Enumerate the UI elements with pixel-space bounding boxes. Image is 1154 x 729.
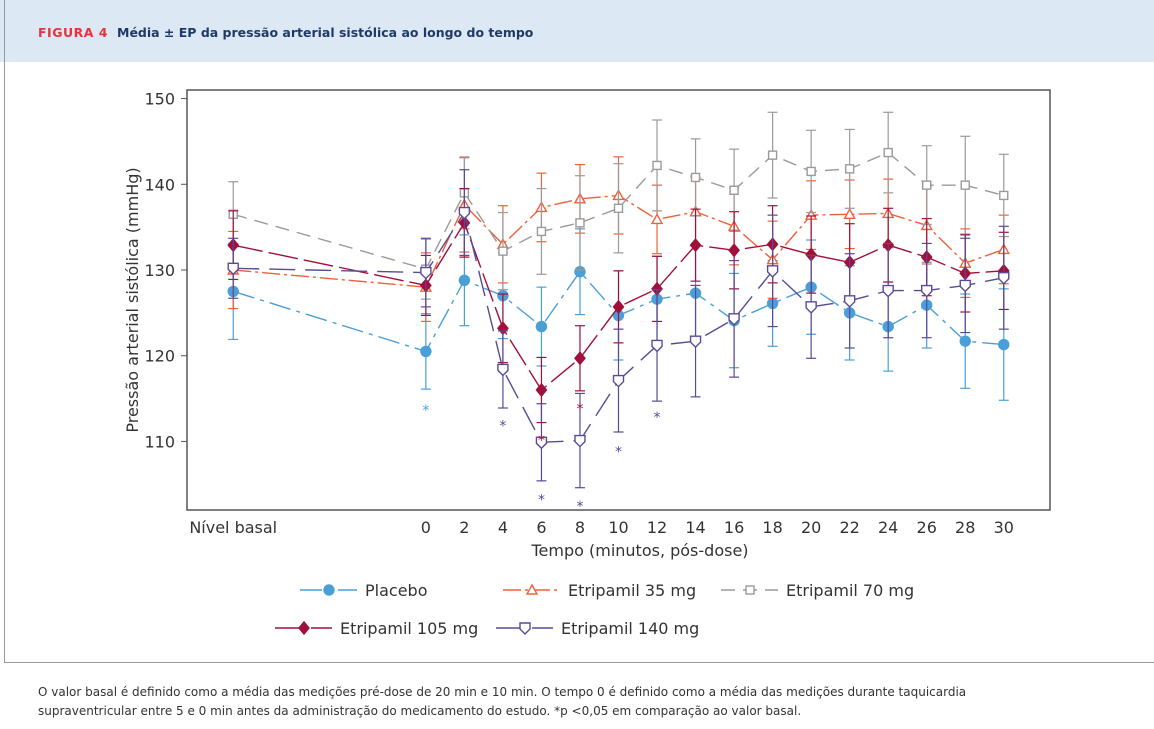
x-tick-label: 30 [994, 518, 1014, 537]
legend-marker [745, 585, 755, 595]
marker [959, 279, 971, 293]
x-tick-label: 0 [421, 518, 431, 537]
significance-mark: * [538, 433, 545, 449]
x-tick-label: 20 [801, 518, 821, 537]
significance-mark: * [576, 499, 583, 515]
marker [574, 351, 586, 366]
y-tick-label: 110 [144, 432, 175, 451]
marker [535, 382, 548, 398]
legend-label: Placebo [365, 581, 427, 600]
figure-label: FIGURA 4 [38, 25, 108, 40]
marker [729, 185, 739, 195]
marker [728, 313, 740, 326]
header: FIGURA 4 Média ± EP da pressão arterial … [0, 0, 1154, 62]
x-tick-label: 26 [917, 518, 937, 537]
marker [420, 266, 432, 280]
marker [689, 238, 702, 253]
marker [497, 363, 509, 377]
y-axis-title: Pressão arterial sistólica (mmHg) [123, 167, 142, 432]
legend-label: Etripamil 70 mg [786, 581, 914, 600]
y-tick-label: 120 [144, 347, 175, 366]
marker [999, 190, 1009, 201]
x-tick-label: 4 [498, 518, 508, 537]
marker [458, 206, 471, 220]
marker [652, 160, 662, 171]
marker [458, 274, 471, 286]
x-tick-label: 18 [762, 518, 782, 537]
x-tick-label: 16 [724, 518, 744, 537]
marker [227, 262, 239, 276]
significance-mark: * [654, 410, 661, 426]
marker [960, 180, 970, 190]
legend-marker [323, 584, 335, 596]
marker [612, 374, 625, 388]
marker [612, 299, 625, 314]
x-tick-label: 10 [608, 518, 628, 537]
significance-mark: * [538, 492, 545, 508]
x-tick-label: 22 [839, 518, 859, 537]
marker [728, 243, 740, 258]
legend-label: Etripamil 105 mg [340, 619, 478, 638]
marker [883, 147, 893, 158]
marker [535, 436, 548, 450]
x-tick-label: 24 [878, 518, 898, 537]
marker [650, 212, 664, 225]
x-tick-label: 6 [536, 518, 546, 537]
x-tick-label: 28 [955, 518, 975, 537]
plot-frame [186, 89, 1051, 511]
marker [575, 218, 585, 228]
marker [844, 164, 855, 174]
panel-border [4, 0, 1154, 663]
marker [882, 284, 894, 298]
legend-marker [525, 583, 539, 595]
marker [536, 226, 547, 237]
marker [420, 345, 432, 358]
significance-mark: * [576, 401, 583, 417]
y-tick-label: 140 [144, 175, 175, 194]
marker [921, 284, 933, 298]
marker [498, 246, 508, 256]
marker [613, 203, 624, 213]
marker [806, 166, 816, 177]
marker [843, 295, 856, 308]
significance-mark: * [422, 403, 429, 419]
legend-marker [298, 620, 310, 636]
marker [535, 320, 548, 333]
legend-marker [519, 622, 531, 635]
marker [998, 338, 1010, 351]
x-tick-label: 14 [685, 518, 705, 537]
marker [805, 301, 817, 314]
x-tick-label: 12 [647, 518, 667, 537]
significance-mark: * [499, 419, 506, 435]
significance-mark: * [615, 444, 622, 460]
y-tick-label: 130 [144, 261, 175, 280]
legend-label: Etripamil 140 mg [561, 619, 699, 638]
x-axis-title: Tempo (minutos, pós-dose) [530, 541, 748, 560]
marker [959, 335, 971, 347]
marker [998, 272, 1010, 285]
footnote: O valor basal é definido como a média da… [38, 683, 966, 721]
marker [651, 339, 663, 353]
marker [843, 207, 856, 219]
marker [767, 150, 778, 160]
x-tick-label: 8 [575, 518, 585, 537]
footnote-line: O valor basal é definido como a média da… [38, 685, 967, 699]
x-tick-label: 2 [459, 518, 469, 537]
marker [574, 434, 586, 448]
marker [689, 335, 702, 349]
marker [690, 172, 701, 183]
chart-title: Média ± EP da pressão arterial sistólica… [117, 25, 534, 40]
legend-label: Etripamil 35 mg [568, 581, 696, 600]
y-tick-label: 150 [144, 90, 175, 109]
marker [922, 180, 932, 190]
x-tick-label: Nível basal [189, 518, 277, 537]
marker [766, 265, 779, 278]
footnote-line: supraventricular entre 5 e 0 min antes d… [38, 704, 802, 718]
